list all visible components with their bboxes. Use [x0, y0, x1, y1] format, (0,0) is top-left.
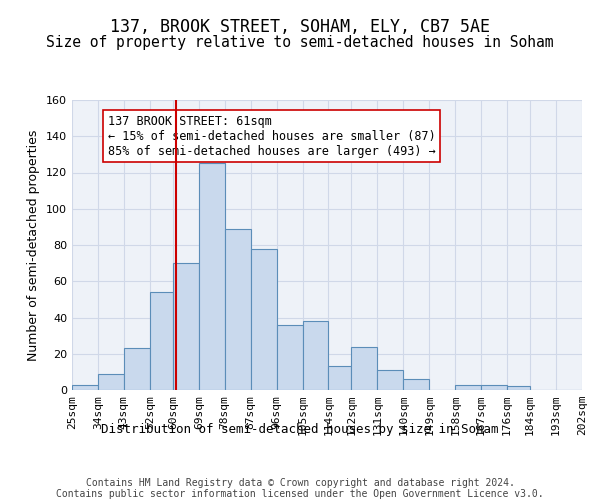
Bar	[302, 321, 328, 390]
Bar	[199, 164, 225, 390]
Bar	[507, 386, 530, 390]
Bar	[352, 346, 377, 390]
Y-axis label: Number of semi-detached properties: Number of semi-detached properties	[28, 130, 40, 360]
Text: 137, BROOK STREET, SOHAM, ELY, CB7 5AE: 137, BROOK STREET, SOHAM, ELY, CB7 5AE	[110, 18, 490, 36]
Bar	[481, 384, 507, 390]
Bar	[403, 379, 429, 390]
Bar	[455, 384, 481, 390]
Bar	[150, 292, 173, 390]
Bar	[225, 228, 251, 390]
Bar	[377, 370, 403, 390]
Text: Size of property relative to semi-detached houses in Soham: Size of property relative to semi-detach…	[46, 35, 554, 50]
Bar	[251, 248, 277, 390]
Bar	[72, 384, 98, 390]
Bar	[328, 366, 352, 390]
Text: Contains HM Land Registry data © Crown copyright and database right 2024.
Contai: Contains HM Land Registry data © Crown c…	[56, 478, 544, 499]
Bar	[124, 348, 150, 390]
Text: Distribution of semi-detached houses by size in Soham: Distribution of semi-detached houses by …	[101, 422, 499, 436]
Bar	[98, 374, 124, 390]
Bar	[277, 325, 302, 390]
Text: 137 BROOK STREET: 61sqm
← 15% of semi-detached houses are smaller (87)
85% of se: 137 BROOK STREET: 61sqm ← 15% of semi-de…	[108, 114, 436, 158]
Bar	[173, 263, 199, 390]
